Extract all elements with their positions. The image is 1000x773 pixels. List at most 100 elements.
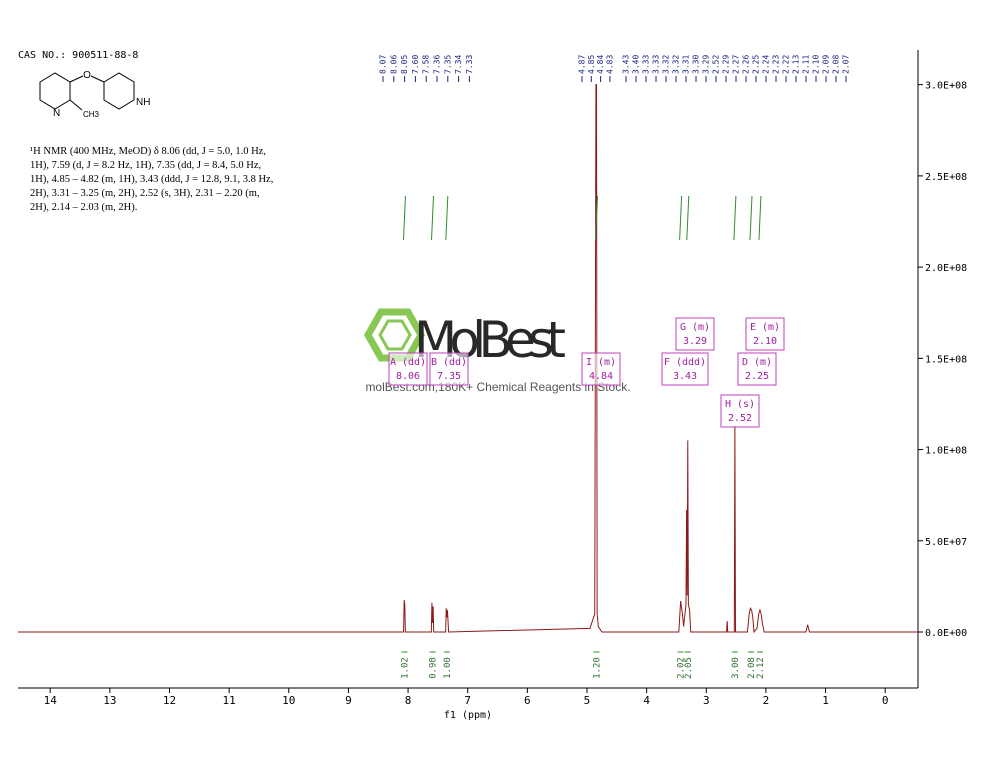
integral-curve (402, 195, 406, 241)
multiplet-box (675, 317, 715, 351)
multiplet-box (737, 352, 777, 386)
y-tick-label: 1.0E+08 (925, 446, 967, 457)
peak-label: 2.27 (732, 55, 741, 74)
integral-label: 2.12 (756, 657, 766, 679)
piperidine-ring (103, 72, 135, 110)
x-tick-label: 2 (763, 694, 770, 707)
multiplet-label: A (dd) (390, 357, 426, 368)
integral-curve (758, 195, 762, 241)
multiplet-shift: 8.06 (396, 371, 420, 382)
y-tick-label: 3.0E+08 (925, 81, 967, 92)
peak-label: 8.05 (400, 55, 409, 74)
integral-label: 2.08 (747, 657, 757, 679)
integral-curve (431, 195, 435, 241)
bond (90, 75, 105, 83)
multiplet-label: H (s) (725, 399, 755, 410)
integral-curve (445, 195, 449, 241)
peak-label: 3.32 (662, 55, 671, 74)
multiplet-shift: 4.84 (589, 371, 613, 382)
multiplet-shift: 3.43 (673, 371, 697, 382)
multiplet-shift: 3.29 (683, 336, 707, 347)
peak-label: 7.34 (454, 55, 463, 74)
peak-label: 4.85 (587, 55, 596, 74)
integral-label: 2.02 (677, 657, 687, 679)
integral-curve (749, 195, 753, 241)
y-tick-label: 2.5E+08 (925, 172, 967, 183)
peak-label: 7.33 (465, 55, 474, 74)
atom-label: N (53, 108, 60, 119)
integral-label: 1.20 (593, 657, 603, 679)
multiplet-box (429, 352, 469, 386)
bond (69, 99, 83, 111)
multiplet-box (745, 317, 785, 351)
atom-label: NH (136, 97, 150, 108)
y-tick-label: 1.5E+08 (925, 354, 967, 365)
peak-label: 2.25 (752, 55, 761, 74)
peak-label: 2.29 (722, 55, 731, 74)
bond (69, 75, 84, 83)
peak-label: 4.87 (578, 55, 587, 74)
peak-label: 3.40 (632, 55, 641, 74)
peak-label: 7.60 (411, 55, 420, 74)
logo-hexagon-inner (378, 319, 412, 351)
atom-label: CH3 (83, 110, 100, 119)
multiplet-shift: 2.10 (753, 336, 777, 347)
x-tick-label: 0 (882, 694, 889, 707)
multiplet-label: D (m) (742, 357, 772, 368)
y-tick-label: 2.0E+08 (925, 263, 967, 274)
peak-label: 3.43 (622, 55, 631, 74)
peak-label: 2.10 (812, 55, 821, 74)
x-tick-label: 13 (103, 694, 116, 707)
peak-label: 3.29 (702, 55, 711, 74)
multiplet-label: F (ddd) (664, 357, 706, 368)
peak-label: 3.31 (682, 55, 691, 74)
peak-label: 2.26 (742, 55, 751, 74)
x-tick-label: 5 (584, 694, 591, 707)
multiplet-label: B (dd) (431, 357, 467, 368)
peak-label: 7.35 (443, 55, 452, 74)
peak-label: 2.09 (822, 55, 831, 74)
peak-label: 2.13 (792, 55, 801, 74)
peak-label: 3.30 (692, 55, 701, 74)
x-tick-label: 9 (345, 694, 352, 707)
integral-curve (733, 195, 737, 241)
x-tick-label: 6 (524, 694, 531, 707)
spectrum-line (18, 84, 918, 634)
peak-label: 8.07 (379, 55, 388, 74)
cas-number: CAS NO.: 900511-88-8 (18, 50, 138, 61)
peak-label: 2.11 (802, 55, 811, 74)
x-tick-label: 4 (643, 694, 650, 707)
x-tick-label: 8 (405, 694, 412, 707)
integral-label: 1.00 (443, 657, 453, 679)
peak-label: 3.32 (672, 55, 681, 74)
pyridine-ring (39, 72, 71, 110)
multiplet-label: E (m) (750, 322, 780, 333)
x-tick-label: 11 (223, 694, 236, 707)
peak-label: 7.36 (433, 55, 442, 74)
peak-label: 2.52 (712, 55, 721, 74)
nmr-description: ¹H NMR (400 MHz, MeOD) δ 8.06 (dd, J = 5… (30, 146, 274, 213)
x-tick-label: 1 (822, 694, 829, 707)
integral-label: 1.02 (400, 657, 410, 679)
y-tick-label: 0.0E+00 (925, 628, 967, 639)
peak-label: 2.23 (772, 55, 781, 74)
multiplet-box (661, 352, 709, 386)
peak-label: 2.24 (762, 55, 771, 74)
integral-curve (686, 195, 690, 241)
x-axis-label: f1 (ppm) (444, 710, 492, 721)
x-tick-label: 3 (703, 694, 710, 707)
multiplet-box (388, 352, 428, 386)
peak-label: 2.07 (842, 55, 851, 74)
multiplet-box (581, 352, 621, 386)
peak-label: 8.06 (389, 55, 398, 74)
multiplet-shift: 7.35 (437, 371, 461, 382)
multiplet-shift: 2.52 (728, 413, 752, 424)
peak-label: 2.08 (832, 55, 841, 74)
x-tick-label: 12 (163, 694, 176, 707)
integral-label: 0.98 (429, 657, 439, 679)
integral-curve (595, 195, 599, 241)
peak-label: 4.83 (605, 55, 614, 74)
y-tick-label: 5.0E+07 (925, 537, 967, 548)
